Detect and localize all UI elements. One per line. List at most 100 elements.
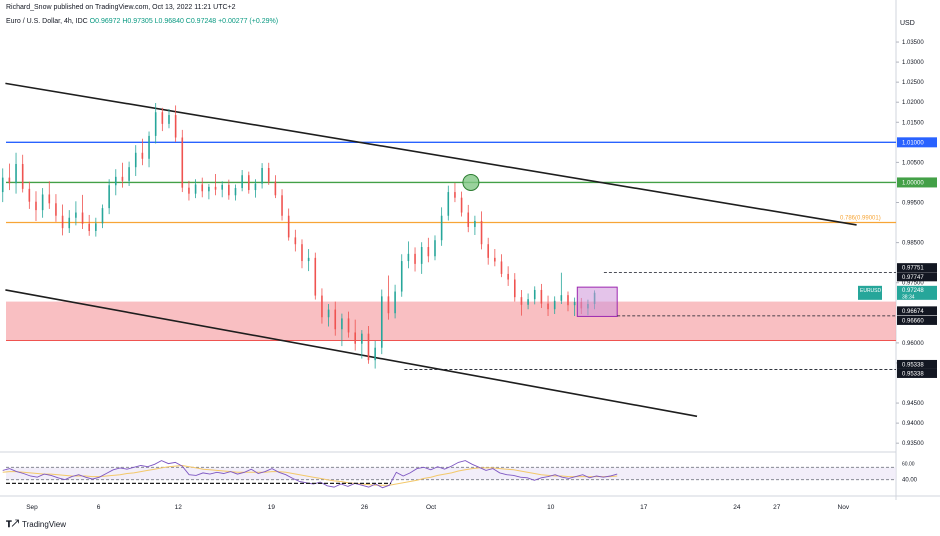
candle-body bbox=[1, 177, 4, 193]
tradingview-logo-icon: 𝐓↗ bbox=[6, 519, 19, 529]
candle-body bbox=[467, 212, 470, 227]
candle-body bbox=[228, 184, 230, 196]
candle-body bbox=[134, 152, 137, 168]
candle-body bbox=[48, 194, 51, 204]
consolidation-range-box bbox=[576, 286, 618, 317]
y-tick-label: 1.03500 bbox=[902, 40, 924, 46]
dashed-level-tag bbox=[897, 315, 937, 325]
level-price-tag bbox=[897, 177, 937, 188]
y-tick-label: 1.02000 bbox=[902, 100, 924, 106]
dashed-level-label: 0.96674 bbox=[902, 309, 924, 315]
level-price-label: 1.00000 bbox=[902, 180, 924, 186]
x-tick-label: 26 bbox=[361, 504, 369, 511]
candle-body bbox=[55, 203, 57, 216]
y-tick-label: 0.93500 bbox=[902, 441, 924, 447]
candle-body bbox=[540, 289, 543, 304]
dashed-level-tag bbox=[897, 263, 937, 273]
x-tick-label: Oct bbox=[426, 504, 436, 511]
candle-body bbox=[194, 184, 197, 194]
x-tick-label: 17 bbox=[640, 504, 648, 511]
candle-body bbox=[88, 223, 90, 231]
x-tick-label: 12 bbox=[175, 504, 183, 511]
candle-body bbox=[474, 220, 476, 227]
candle-body bbox=[334, 309, 337, 330]
candle-body bbox=[347, 318, 350, 333]
dashed-level-tag bbox=[897, 368, 937, 378]
publisher-info: Richard_Snow published on TradingView.co… bbox=[6, 4, 236, 11]
candle-body bbox=[281, 195, 283, 216]
x-tick-label: 24 bbox=[733, 504, 741, 511]
x-tick-label: 6 bbox=[97, 504, 101, 511]
dashed-level-label: 0.95338 bbox=[902, 371, 924, 377]
candle-body bbox=[460, 197, 463, 213]
countdown-label: 38:34 bbox=[902, 294, 915, 300]
support-zone bbox=[6, 301, 896, 341]
y-tick-label: 1.03000 bbox=[902, 60, 924, 66]
candle-body bbox=[254, 183, 257, 191]
candle-body bbox=[520, 297, 523, 305]
candle-body bbox=[294, 237, 297, 245]
candle-body bbox=[188, 187, 190, 194]
y-tick-label: 1.00500 bbox=[902, 160, 924, 166]
candle-body bbox=[321, 295, 323, 318]
y-tick-label: 0.96000 bbox=[902, 341, 924, 347]
symbol-tag bbox=[858, 285, 882, 300]
dashed-level-tag bbox=[897, 272, 937, 282]
rsi-level-label: 40.00 bbox=[902, 478, 918, 484]
candle-body bbox=[533, 289, 536, 300]
candle-body bbox=[28, 188, 31, 202]
candle-body bbox=[427, 247, 430, 257]
candle-body bbox=[261, 168, 263, 184]
tradingview-watermark[interactable]: 𝐓↗ TradingView bbox=[6, 519, 66, 530]
candle-body bbox=[8, 177, 11, 184]
candle-body bbox=[68, 217, 71, 229]
candle-body bbox=[367, 333, 370, 361]
dashed-level-tag bbox=[897, 359, 937, 369]
ohlc-values: O0.96972 H0.97305 L0.96840 C0.97248 +0.0… bbox=[89, 18, 279, 25]
candle-body bbox=[361, 333, 363, 344]
x-tick-label: Nov bbox=[838, 504, 850, 511]
candle-body bbox=[201, 184, 204, 192]
candle-body bbox=[414, 253, 416, 264]
candle-body bbox=[154, 112, 157, 136]
y-tick-label: 0.94500 bbox=[902, 401, 924, 407]
candle-body bbox=[15, 163, 17, 184]
dashed-level-label: 0.97747 bbox=[902, 275, 924, 281]
dashed-level-label: 0.97751 bbox=[902, 266, 924, 272]
rsi-band bbox=[6, 467, 896, 480]
y-tick-label: 0.98500 bbox=[902, 241, 924, 247]
level-price-label: 1.01000 bbox=[902, 140, 924, 146]
candle-body bbox=[573, 301, 576, 306]
candle-body bbox=[221, 184, 223, 190]
candle-body bbox=[480, 220, 483, 245]
candle-body bbox=[208, 186, 210, 192]
candle-body bbox=[128, 167, 130, 181]
trendline-1 bbox=[5, 289, 698, 418]
candle-body bbox=[547, 303, 549, 310]
candle-body bbox=[168, 115, 170, 124]
candle-body bbox=[75, 212, 77, 218]
candle-body bbox=[553, 300, 556, 310]
y-tick-label: 0.97500 bbox=[902, 281, 924, 287]
candle-body bbox=[101, 208, 104, 224]
symbol-tag-label: EURUSD bbox=[860, 288, 882, 294]
level-price-tag bbox=[897, 137, 937, 148]
candle-body bbox=[274, 181, 277, 196]
candle-body bbox=[341, 318, 343, 330]
candle-body bbox=[434, 240, 436, 257]
candle-body bbox=[400, 261, 403, 292]
candle-body bbox=[287, 215, 290, 238]
last-price-label: 0.97248 bbox=[902, 288, 924, 294]
watermark-text: TradingView bbox=[22, 520, 67, 529]
candle-body bbox=[41, 194, 44, 211]
y-tick-label: 1.02500 bbox=[902, 80, 924, 86]
candle-body bbox=[327, 309, 330, 318]
candle-body bbox=[174, 115, 177, 138]
x-tick-label: 19 bbox=[268, 504, 276, 511]
y-tick-label: 0.94000 bbox=[902, 421, 924, 427]
y-tick-label: 0.99500 bbox=[902, 200, 924, 206]
candle-body bbox=[114, 176, 117, 186]
candle-body bbox=[181, 137, 184, 188]
candle-body bbox=[420, 247, 423, 264]
